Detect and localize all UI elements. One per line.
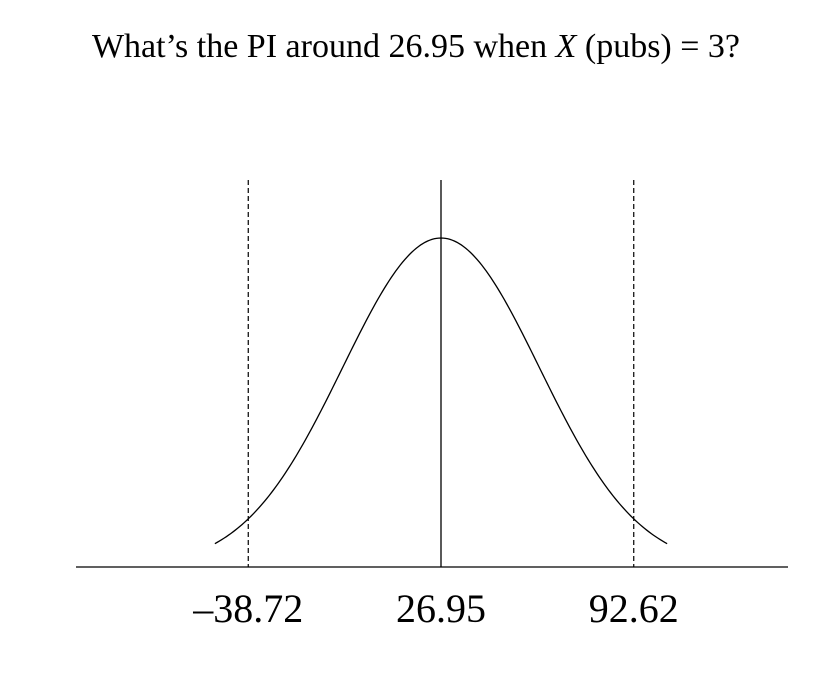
title-pre: What’s the PI around 26.95 when <box>91 28 556 65</box>
tick-label-upper: 92.62 <box>589 586 679 631</box>
tick-label-center: 26.95 <box>396 586 486 631</box>
tick-label-lower: –38.72 <box>192 586 303 631</box>
title-variable: X <box>555 28 577 65</box>
title-post: (pubs) = 3? <box>576 28 741 65</box>
chart-title: What’s the PI around 26.95 when X (pubs)… <box>0 28 832 66</box>
